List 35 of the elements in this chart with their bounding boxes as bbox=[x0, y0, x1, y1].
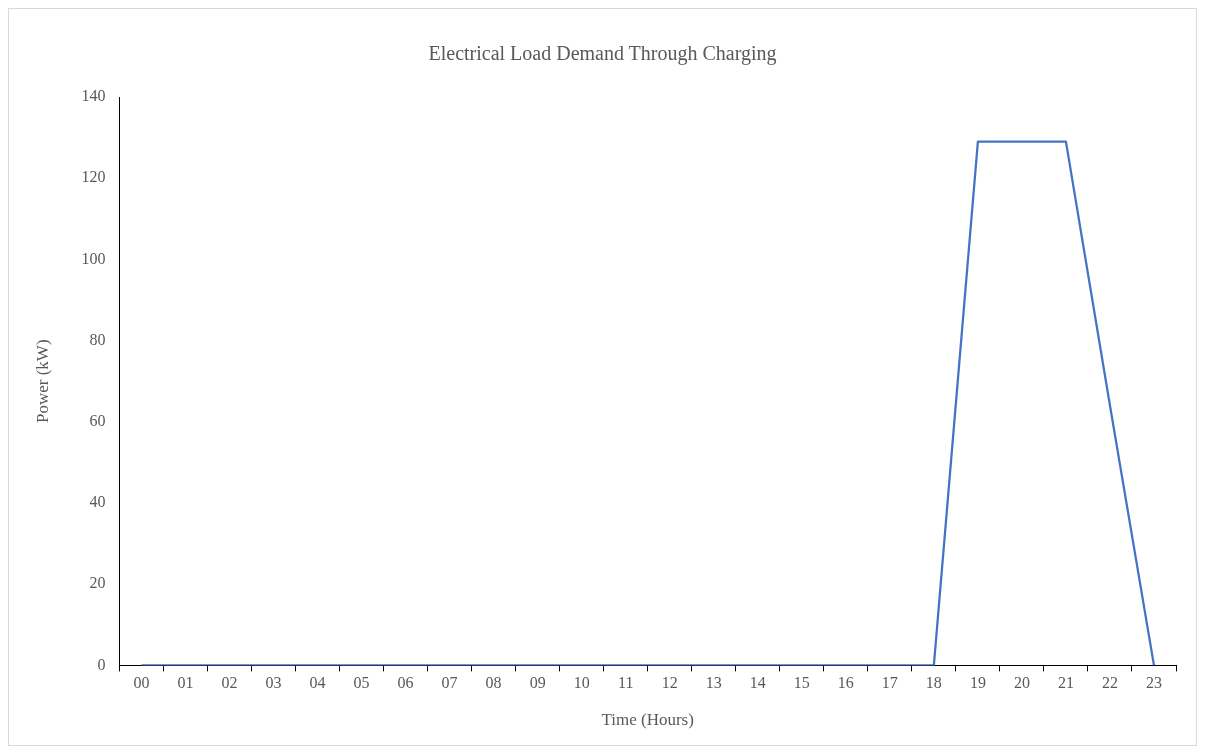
x-tick-label: 23 bbox=[1145, 674, 1162, 692]
y-axis-title: Power (kW) bbox=[32, 339, 52, 423]
x-tick-label: 09 bbox=[529, 674, 546, 692]
x-tick-label: 17 bbox=[881, 674, 898, 692]
y-tick-label: 100 bbox=[81, 249, 106, 267]
x-tick-label: 13 bbox=[705, 674, 722, 692]
x-tick-label: 05 bbox=[353, 674, 370, 692]
x-tick-label: 04 bbox=[309, 674, 326, 692]
x-tick-label: 03 bbox=[265, 674, 282, 692]
y-tick-label: 60 bbox=[89, 412, 106, 429]
y-tick-label: 80 bbox=[89, 330, 106, 348]
y-tick-label: 120 bbox=[81, 168, 106, 186]
x-tick-label: 10 bbox=[573, 674, 590, 692]
x-tick-label: 21 bbox=[1057, 674, 1074, 692]
chart-title: Electrical Load Demand Through Charging bbox=[428, 42, 777, 66]
y-tick-label: 140 bbox=[81, 87, 106, 105]
y-tick-label: 20 bbox=[89, 574, 106, 592]
x-tick-label: 00 bbox=[133, 674, 150, 692]
x-tick-label: 18 bbox=[925, 674, 942, 692]
x-tick-label: 19 bbox=[969, 674, 986, 692]
x-tick-label: 14 bbox=[749, 674, 766, 692]
x-tick-label: 15 bbox=[793, 674, 810, 692]
x-tick-label: 11 bbox=[617, 674, 634, 692]
y-tick-label: 40 bbox=[89, 493, 106, 511]
x-tick-label: 22 bbox=[1101, 674, 1118, 692]
x-tick-label: 02 bbox=[221, 674, 238, 692]
x-tick-label: 12 bbox=[661, 674, 678, 692]
x-tick-label: 07 bbox=[441, 674, 458, 692]
x-tick-label: 01 bbox=[177, 674, 194, 692]
x-tick-label: 08 bbox=[485, 674, 502, 692]
x-tick-label: 16 bbox=[837, 674, 854, 692]
x-tick-label: 06 bbox=[397, 674, 414, 692]
y-tick-label: 0 bbox=[97, 655, 106, 673]
x-tick-label: 20 bbox=[1013, 674, 1030, 692]
x-axis-title: Time (Hours) bbox=[601, 710, 694, 730]
